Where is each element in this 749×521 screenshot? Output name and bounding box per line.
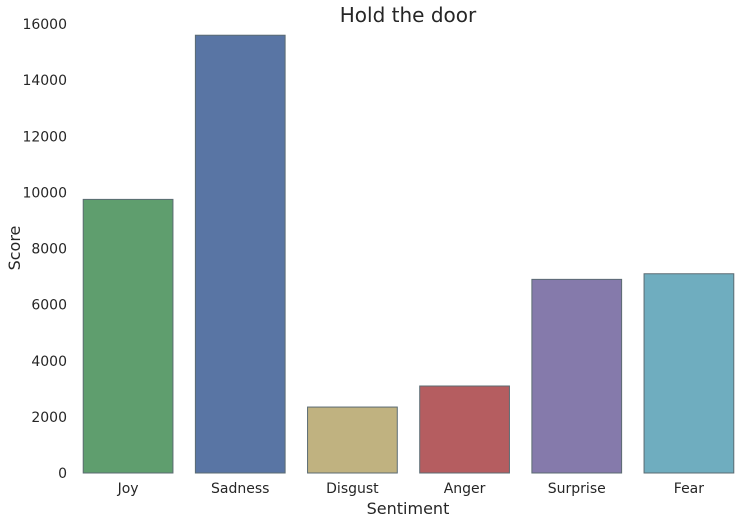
bar-disgust (307, 406, 398, 474)
y-axis-ticks: 0 2000 4000 6000 8000 10000 12000 14000 16000 (22, 17, 67, 482)
x-tick-label: Sadness (211, 481, 269, 497)
y-tick-label: 14000 (22, 73, 67, 89)
bar-surprise (531, 278, 623, 474)
y-tick-label: 2000 (31, 410, 67, 426)
y-tick-label: 16000 (22, 17, 67, 33)
y-tick-label: 12000 (22, 129, 67, 145)
x-axis-ticks: Joy Sadness Disgust Anger Surprise Fear (117, 481, 705, 497)
bar-anger (419, 385, 510, 474)
y-tick-label: 10000 (22, 185, 67, 201)
y-tick-label: 8000 (31, 242, 67, 258)
bar-fear (643, 273, 735, 474)
x-tick-label: Anger (444, 481, 486, 497)
chart-title: Hold the door (340, 3, 477, 27)
x-tick-label: Disgust (326, 481, 379, 497)
y-tick-label: 6000 (31, 298, 67, 314)
y-tick-label: 0 (58, 466, 67, 482)
bars-group (82, 34, 735, 474)
x-axis-label: Sentiment (367, 499, 450, 518)
bar-joy (82, 198, 174, 474)
bar-sadness (194, 34, 286, 474)
x-tick-label: Surprise (548, 481, 606, 497)
y-axis-label: Score (5, 226, 24, 271)
x-tick-label: Joy (117, 481, 139, 497)
y-tick-label: 4000 (31, 354, 67, 370)
x-tick-label: Fear (674, 481, 704, 497)
